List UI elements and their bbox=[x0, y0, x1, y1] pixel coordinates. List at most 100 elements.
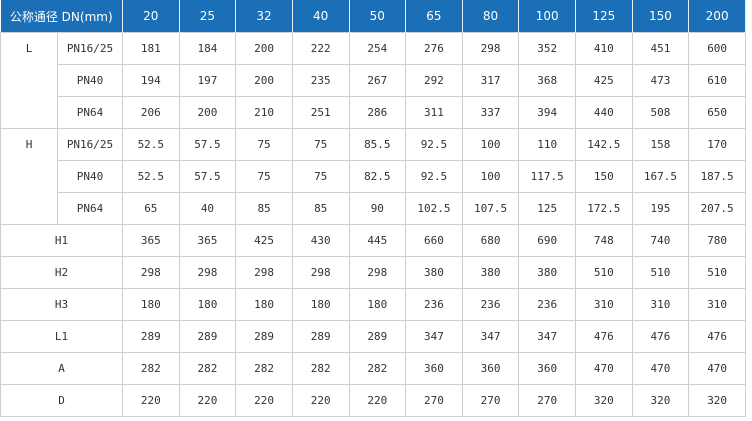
cell: 360 bbox=[461, 352, 520, 385]
cell: 85.5 bbox=[348, 128, 407, 161]
row: PN64 65 40 85 85 90 102.5 107.5 125 172.5 195 207.5 bbox=[1, 192, 746, 225]
column-header: 100 bbox=[518, 0, 576, 33]
cell: 476 bbox=[631, 320, 690, 353]
cell: 220 bbox=[348, 384, 407, 417]
cell: 270 bbox=[461, 384, 520, 417]
column-header: 32 bbox=[235, 0, 293, 33]
cell: 117.5 bbox=[518, 160, 576, 193]
cell: 380 bbox=[461, 256, 520, 289]
row: H1 365 365 425 430 445 660 680 690 748 740 780 bbox=[0, 224, 746, 257]
cell: 210 bbox=[235, 96, 293, 129]
row-label: A bbox=[0, 352, 123, 385]
cell: 365 bbox=[122, 224, 180, 257]
cell: 107.5 bbox=[461, 192, 520, 225]
row-label: L1 bbox=[0, 320, 123, 353]
cell: 298 bbox=[461, 32, 520, 65]
cell: 347 bbox=[405, 320, 463, 353]
cell: 470 bbox=[575, 352, 633, 385]
table-body: L PN16/25 181 184 200 222 254 276 298 352 410 451 60… bbox=[0, 32, 746, 417]
cell: 194 bbox=[122, 64, 180, 97]
cell: 380 bbox=[405, 256, 463, 289]
cell: 289 bbox=[178, 320, 237, 353]
cell: 270 bbox=[518, 384, 576, 417]
cell: 740 bbox=[631, 224, 690, 257]
cell: 394 bbox=[518, 96, 576, 129]
cell: 440 bbox=[575, 96, 633, 129]
group-label: H bbox=[0, 128, 58, 225]
cell: 251 bbox=[291, 96, 350, 129]
row: H2 298 298 298 298 298 380 380 380 510 510 510 bbox=[0, 256, 746, 289]
cell: 425 bbox=[235, 224, 293, 257]
cell: 52.5 bbox=[122, 128, 180, 161]
header-label: 公称通径 DN(mm) bbox=[0, 0, 123, 33]
cell: 82.5 bbox=[348, 160, 407, 193]
cell: 292 bbox=[405, 64, 463, 97]
row: PN40 52.5 57.5 75 75 82.5 92.5 100 117.5 150 167.5… bbox=[1, 160, 746, 193]
cell: 150 bbox=[575, 160, 633, 193]
cell: 470 bbox=[688, 352, 746, 385]
cell: 282 bbox=[348, 352, 407, 385]
cell: 200 bbox=[235, 32, 293, 65]
cell: 235 bbox=[291, 64, 350, 97]
cell: 282 bbox=[122, 352, 180, 385]
row-label: H2 bbox=[0, 256, 123, 289]
cell: 352 bbox=[518, 32, 576, 65]
cell: 476 bbox=[575, 320, 633, 353]
row-label: H1 bbox=[0, 224, 123, 257]
cell: 508 bbox=[631, 96, 690, 129]
cell: 610 bbox=[688, 64, 746, 97]
cell: 780 bbox=[688, 224, 746, 257]
column-header: 125 bbox=[575, 0, 633, 33]
cell: 200 bbox=[235, 64, 293, 97]
row-label: PN64 bbox=[57, 192, 123, 225]
cell: 206 bbox=[122, 96, 180, 129]
header-row: 公称通径 DN(mm) 20 25 32 40 50 65 80 100 125 150 200 bbox=[0, 0, 746, 33]
row: H PN16/25 52.5 57.5 75 75 85.5 92.5 100 110 142.5 1… bbox=[0, 128, 746, 225]
column-header: 20 bbox=[122, 0, 180, 33]
row-label: PN40 bbox=[57, 64, 123, 97]
cell: 270 bbox=[405, 384, 463, 417]
cell: 254 bbox=[348, 32, 407, 65]
cell: 660 bbox=[405, 224, 463, 257]
cell: 289 bbox=[235, 320, 293, 353]
cell: 430 bbox=[291, 224, 350, 257]
cell: 220 bbox=[122, 384, 180, 417]
cell: 282 bbox=[235, 352, 293, 385]
cell: 510 bbox=[688, 256, 746, 289]
cell: 298 bbox=[122, 256, 180, 289]
cell: 220 bbox=[291, 384, 350, 417]
cell: 510 bbox=[631, 256, 690, 289]
cell: 360 bbox=[518, 352, 576, 385]
column-header: 150 bbox=[632, 0, 690, 33]
cell: 57.5 bbox=[178, 160, 237, 193]
cell: 195 bbox=[631, 192, 690, 225]
cell: 282 bbox=[178, 352, 237, 385]
row: H3 180 180 180 180 180 236 236 236 310 310 310 bbox=[0, 288, 746, 321]
cell: 289 bbox=[291, 320, 350, 353]
cell: 410 bbox=[575, 32, 633, 65]
cell: 298 bbox=[348, 256, 407, 289]
cell: 365 bbox=[178, 224, 237, 257]
row: D 220 220 220 220 220 270 270 270 320 320 320 bbox=[0, 384, 746, 417]
cell: 102.5 bbox=[405, 192, 463, 225]
cell: 748 bbox=[575, 224, 633, 257]
cell: 110 bbox=[518, 128, 576, 161]
row-label: PN16/25 bbox=[57, 32, 123, 65]
cell: 310 bbox=[688, 288, 746, 321]
cell: 167.5 bbox=[631, 160, 690, 193]
cell: 142.5 bbox=[575, 128, 633, 161]
cell: 85 bbox=[235, 192, 293, 225]
cell: 320 bbox=[631, 384, 690, 417]
cell: 75 bbox=[291, 160, 350, 193]
cell: 282 bbox=[291, 352, 350, 385]
row: L1 289 289 289 289 289 347 347 347 476 476 476 bbox=[0, 320, 746, 353]
row-label: PN40 bbox=[57, 160, 123, 193]
cell: 600 bbox=[688, 32, 746, 65]
cell: 220 bbox=[235, 384, 293, 417]
cell: 207.5 bbox=[688, 192, 746, 225]
cell: 286 bbox=[348, 96, 407, 129]
column-header: 65 bbox=[405, 0, 463, 33]
cell: 267 bbox=[348, 64, 407, 97]
cell: 180 bbox=[291, 288, 350, 321]
